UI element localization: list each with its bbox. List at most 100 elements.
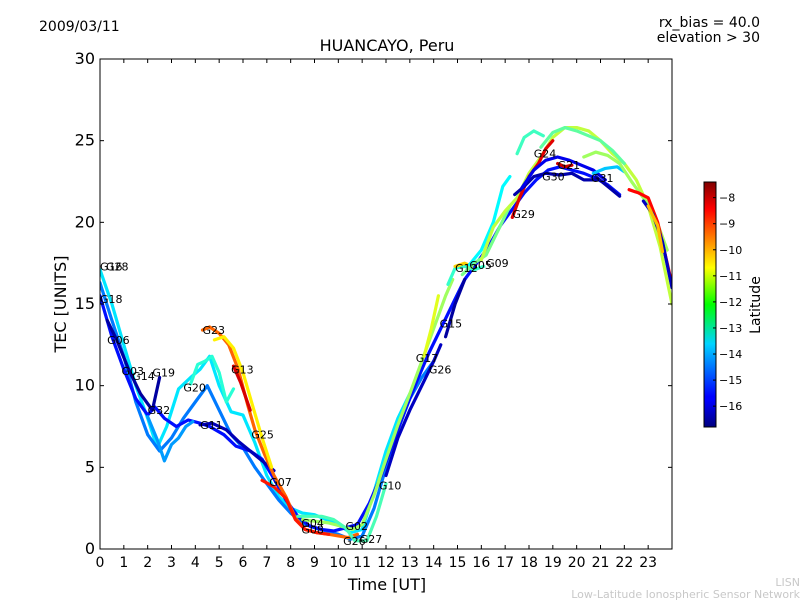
sat-label-g17: G17: [416, 352, 439, 365]
x-tick-label: 9: [310, 555, 319, 571]
date-label: 2009/03/11: [39, 19, 120, 35]
tec-series-4: [105, 318, 162, 412]
tec-series-9: [260, 478, 331, 536]
sat-label-g06: G06: [107, 334, 130, 347]
colorbar-tick-label: −11: [719, 270, 742, 283]
colorbar-tick-label: −14: [719, 348, 742, 361]
sat-label-g05: G05: [469, 259, 492, 272]
y-tick-label: 0: [85, 539, 95, 558]
sat-label-g12: G12: [455, 262, 478, 275]
tec-series-20: [515, 129, 545, 156]
x-tick-label: 15: [449, 555, 467, 571]
colorbar-tick-label: −15: [719, 374, 742, 387]
colorbar: [703, 181, 717, 428]
sat-label-g16: G16: [100, 260, 123, 273]
sat-label-g18: G18: [100, 293, 123, 306]
x-tick-label: 7: [262, 555, 271, 571]
sat-label-g19: G19: [152, 367, 175, 380]
tec-series-23: [520, 155, 607, 190]
tec-series-3: [100, 165, 622, 533]
y-tick-label: 25: [75, 131, 95, 150]
sat-label-g23: G23: [202, 324, 225, 337]
tec-series-17: [460, 204, 512, 277]
colorbar-tick-label: −12: [719, 296, 742, 309]
x-tick-label: 23: [639, 555, 657, 571]
tec-series-33: [146, 415, 195, 463]
x-tick-label: 21: [592, 555, 610, 571]
sat-label-g31: G31: [591, 172, 614, 185]
sat-label-g27: G27: [360, 533, 383, 546]
tec-series-13: [422, 294, 440, 358]
sat-label-g32: G32: [148, 404, 171, 417]
series-layer: [100, 126, 672, 543]
x-tick-label: 13: [401, 555, 419, 571]
y-tick-label: 30: [75, 49, 95, 68]
tec-series-14: [444, 277, 467, 339]
tec-series-11: [296, 482, 388, 543]
sat-label-g30: G30: [542, 171, 565, 184]
rx-bias-label: rx_bias = 40.0: [659, 15, 760, 31]
tec-series-18: [467, 175, 512, 267]
x-tick-label: 17: [496, 555, 514, 571]
axes: 0 1 2 3 4 5 6 7 8 9 10 11 12 13 14 15 16 17 18 19 20 21 22 2305…: [75, 49, 672, 571]
sat-label-g13: G13: [231, 363, 254, 376]
x-tick-label: 16: [472, 555, 490, 571]
sat-label-g07: G07: [269, 476, 292, 489]
colorbar-tick-label: −8: [719, 192, 735, 205]
x-tick-label: 22: [615, 555, 633, 571]
tec-series-5: [198, 421, 276, 473]
colorbar-tick-label: −9: [719, 218, 735, 231]
sat-label-g14: G14: [132, 370, 155, 383]
elevation-label: elevation > 30: [657, 30, 760, 46]
tec-series-8: [231, 364, 252, 412]
y-axis-label: TEC [UNITS]: [51, 256, 70, 354]
x-tick-label: 2: [143, 555, 152, 571]
sat-label-g24: G24: [534, 148, 557, 161]
sat-label-g11: G11: [200, 419, 223, 432]
y-tick-label: 20: [75, 212, 95, 231]
x-tick-label: 1: [119, 555, 128, 571]
sat-label-g28: G28: [106, 260, 129, 273]
colorbar-tick-label: −10: [719, 244, 742, 257]
tec-series-25: [556, 161, 574, 169]
tec-series-24: [539, 126, 626, 166]
x-tick-label: 18: [520, 555, 538, 571]
x-tick-label: 12: [377, 555, 395, 571]
sat-label-g20: G20: [183, 381, 206, 394]
x-tick-label: 14: [425, 555, 443, 571]
footer-network: Low-Latitude Ionospheric Sensor Network: [571, 588, 800, 600]
colorbar-ticks: −8 −9 −10 −11 −12 −13 −14 −15 −16: [713, 192, 742, 413]
sat-label-g10: G10: [379, 479, 402, 492]
x-tick-label: 19: [544, 555, 562, 571]
x-axis-label: Time [UT]: [347, 575, 426, 594]
x-tick-label: 0: [96, 555, 105, 571]
tec-series-10: [301, 277, 455, 531]
y-tick-label: 5: [85, 457, 95, 476]
tec-series-31: [646, 204, 665, 254]
sat-label-g15: G15: [440, 318, 463, 331]
sat-label-g25: G25: [251, 429, 274, 442]
sat-label-g03: G03: [121, 365, 144, 378]
x-tick-label: 11: [353, 555, 371, 571]
tec-series-7: [212, 335, 274, 469]
sat-label-g26: G26: [429, 363, 452, 376]
x-tick-label: 4: [191, 555, 200, 571]
colorbar-tick-label: −13: [719, 322, 742, 335]
tec-series-32: [189, 354, 236, 404]
footer-lisn: LISN: [775, 576, 800, 589]
tec-series-27: [594, 175, 622, 198]
tec-series-12: [384, 343, 443, 478]
sat-label-g26: G26: [343, 535, 366, 548]
sat-label-g21: G21: [558, 159, 581, 172]
colorbar-label: Latitude: [748, 276, 764, 334]
tec-series-19: [479, 126, 672, 306]
colorbar-tick-label: −16: [719, 400, 742, 413]
x-tick-label: 20: [568, 555, 586, 571]
sat-label-g09: G09: [486, 257, 509, 270]
tec-series-30: [641, 199, 672, 290]
sat-label-g29: G29: [512, 208, 535, 221]
sat-label-g02: G02: [345, 520, 368, 533]
tec-series-26: [591, 165, 626, 175]
